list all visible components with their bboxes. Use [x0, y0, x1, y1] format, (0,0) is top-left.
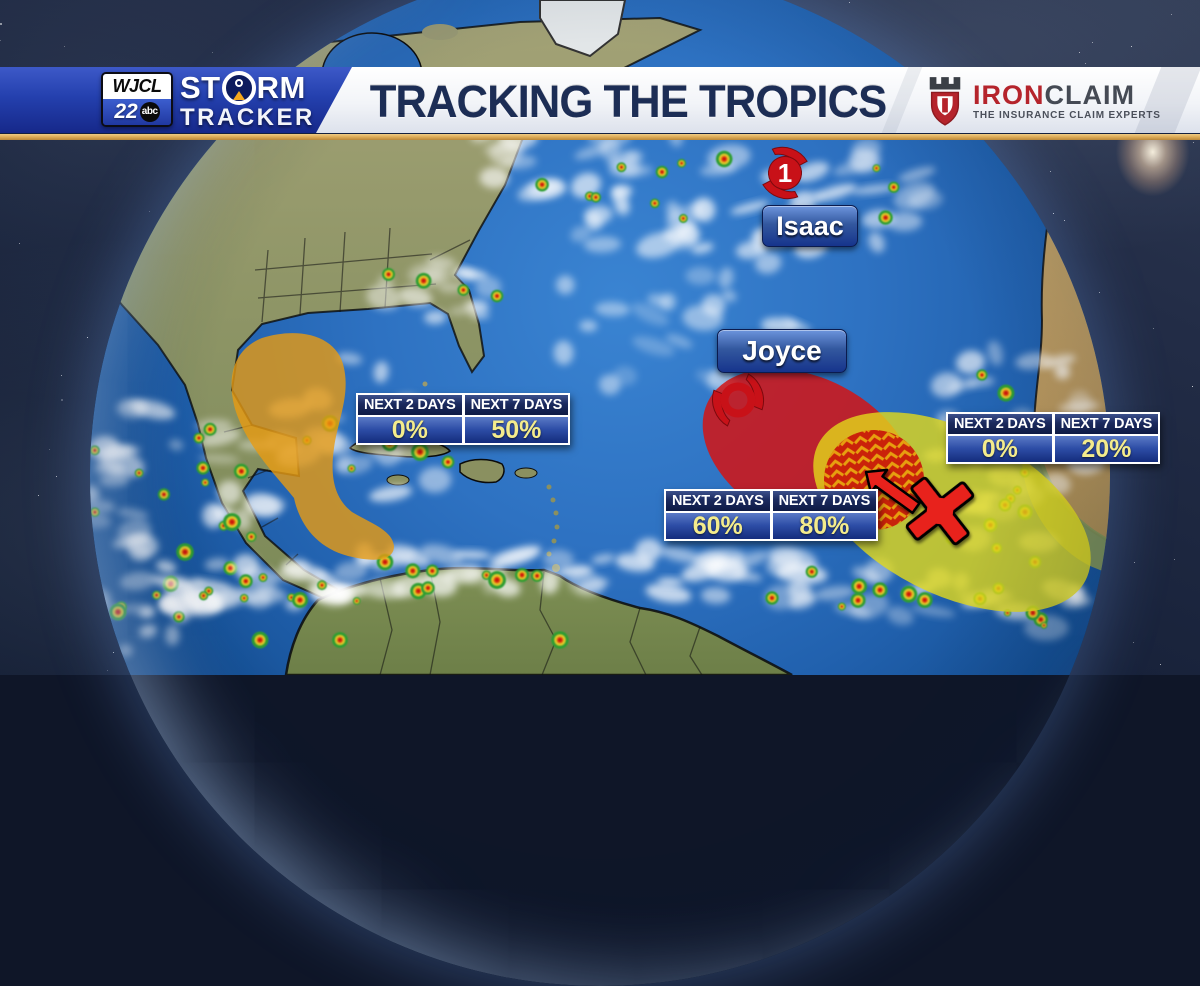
sponsor-name: IRONCLAIM	[973, 79, 1161, 110]
wjcl-22-abc-logo: WJCL 22 abc	[101, 72, 173, 127]
brand-tracker: TRACKER	[180, 104, 315, 131]
outlook-chance-value: 20%	[1054, 436, 1159, 462]
outlook-cell: NEXT 7 DAYS 20%	[1054, 414, 1159, 462]
star	[1174, 559, 1175, 560]
europe-landmass	[1062, 19, 1110, 41]
outlook-box-east-atlantic: NEXT 2 DAYS 0% NEXT 7 DAYS 20%	[946, 412, 1161, 464]
sponsor-name-iron: IRON	[973, 79, 1045, 110]
storm-label-joyce: Joyce	[717, 329, 847, 373]
station-channel: 22	[114, 100, 138, 123]
outlook-cell: NEXT 2 DAYS 0%	[358, 395, 462, 443]
hispaniola	[459, 458, 505, 484]
outlook-period-label: NEXT 7 DAYS	[1054, 414, 1159, 436]
star	[0, 23, 2, 25]
star	[87, 337, 88, 338]
outlook-cell: NEXT 7 DAYS 50%	[464, 395, 569, 443]
page-title: TRACKING THE TROPICS	[369, 76, 888, 127]
arctic-island	[288, 21, 332, 39]
brand-storm-post: RM	[256, 70, 306, 105]
star	[1134, 562, 1135, 563]
storm-category-number: 1	[778, 158, 792, 188]
outlook-chance-value: 60%	[666, 513, 770, 539]
top-banner: TRACKING THE TROPICS IRONCLAIM THE INSUR…	[0, 67, 1200, 140]
star	[1131, 46, 1132, 47]
outlook-cell: NEXT 7 DAYS 80%	[772, 491, 877, 539]
star	[1193, 142, 1194, 143]
hurricane-category-icon: 1	[762, 146, 808, 200]
star	[56, 476, 57, 477]
brand-storm-pre: ST	[180, 70, 221, 105]
outlook-chance-value: 50%	[464, 417, 569, 443]
star	[61, 399, 63, 401]
outlook-cell: NEXT 2 DAYS 60%	[666, 491, 770, 539]
outlook-period-label: NEXT 7 DAYS	[772, 491, 877, 513]
star	[1192, 386, 1193, 387]
outlook-chance-value: 80%	[772, 513, 877, 539]
puerto-rico	[514, 467, 538, 479]
banner-blue-panel: WJCL 22 abc ST RM TRACKER	[0, 67, 352, 133]
star	[61, 375, 62, 376]
outlook-period-label: NEXT 7 DAYS	[464, 395, 569, 417]
star	[1160, 664, 1161, 665]
storm-tracker-brand: ST RM TRACKER	[180, 71, 315, 131]
outlook-chance-value: 0%	[948, 436, 1052, 462]
star	[1133, 642, 1134, 643]
star	[19, 243, 20, 244]
star	[1171, 14, 1172, 15]
tropical-storm-icon	[711, 373, 765, 427]
star	[64, 46, 65, 47]
sponsor-tagline: THE INSURANCE CLAIM EXPERTS	[973, 109, 1161, 121]
outlook-period-label: NEXT 2 DAYS	[948, 414, 1052, 436]
star	[38, 495, 39, 496]
network-abc-logo: abc	[139, 102, 160, 122]
arctic-island	[422, 24, 458, 40]
sponsor-ironclaim: IRONCLAIM THE INSURANCE CLAIM EXPERTS	[924, 75, 1161, 127]
storm-label-isaac: Isaac	[762, 205, 858, 247]
outlook-chance-value: 0%	[358, 417, 462, 443]
europe-landmass	[983, 31, 1027, 49]
africa-vegetation	[1022, 428, 1110, 574]
outlook-period-label: NEXT 2 DAYS	[358, 395, 462, 417]
storm-name: Isaac	[776, 211, 844, 241]
radar-icon	[221, 71, 256, 105]
jamaica	[386, 474, 410, 486]
europe-landmass	[874, 12, 926, 32]
station-call-sign: WJCL	[103, 74, 171, 99]
outlook-cell: NEXT 2 DAYS 0%	[948, 414, 1052, 462]
outlook-box-central-atlantic: NEXT 2 DAYS 60% NEXT 7 DAYS 80%	[664, 489, 879, 541]
banner-gold-strip	[0, 133, 1200, 140]
outlook-period-label: NEXT 2 DAYS	[666, 491, 770, 513]
star	[1153, 328, 1154, 329]
star	[49, 449, 50, 450]
greenland	[539, 0, 627, 58]
outlook-box-gulf: NEXT 2 DAYS 0% NEXT 7 DAYS 50%	[356, 393, 571, 445]
earth-globe	[90, 0, 1110, 986]
storm-name: Joyce	[742, 335, 822, 366]
star	[0, 40, 1, 41]
shield-castle-icon	[929, 77, 961, 126]
development-area-gulf	[231, 333, 394, 560]
sponsor-name-claim: CLAIM	[1044, 79, 1135, 110]
